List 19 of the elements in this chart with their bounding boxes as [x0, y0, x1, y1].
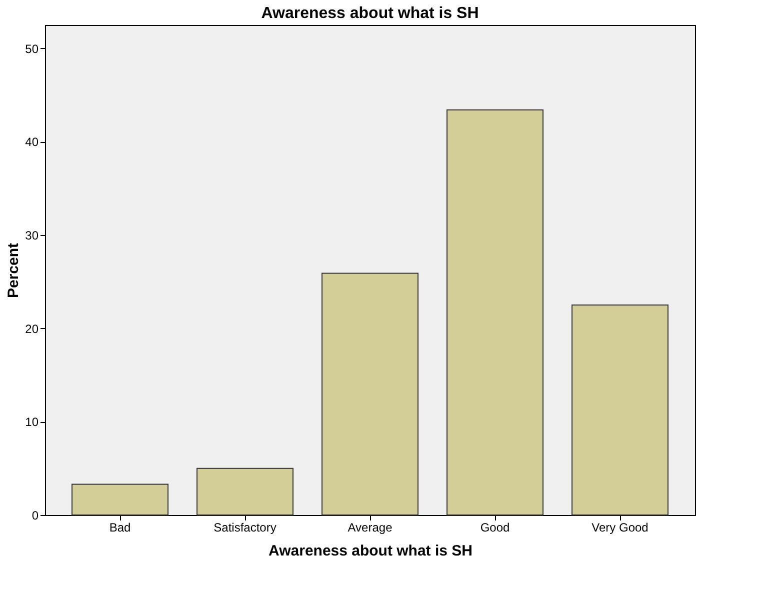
- x-tick-label: Average: [348, 520, 393, 534]
- y-tick-label: 0: [32, 508, 39, 522]
- y-tick-label: 20: [25, 322, 39, 336]
- bar: [196, 468, 294, 516]
- x-tick-label: Bad: [109, 520, 131, 534]
- y-tick-label: 30: [25, 228, 39, 242]
- x-tick-label: Very Good: [592, 520, 648, 534]
- y-tick-label: 40: [25, 135, 39, 150]
- bar: [572, 304, 668, 516]
- y-tick-label: 50: [25, 42, 39, 56]
- bar: [72, 484, 168, 516]
- bar: [446, 109, 544, 516]
- x-tick-label: Satisfactory: [214, 520, 276, 534]
- chart-title: Awareness about what is SH: [261, 5, 479, 22]
- bar: [322, 272, 418, 516]
- y-tick-label: 10: [25, 415, 39, 430]
- x-tick-label: Good: [480, 520, 510, 534]
- x-axis-title: Awareness about what is SH: [268, 542, 472, 560]
- y-axis-title: Percent: [5, 242, 22, 298]
